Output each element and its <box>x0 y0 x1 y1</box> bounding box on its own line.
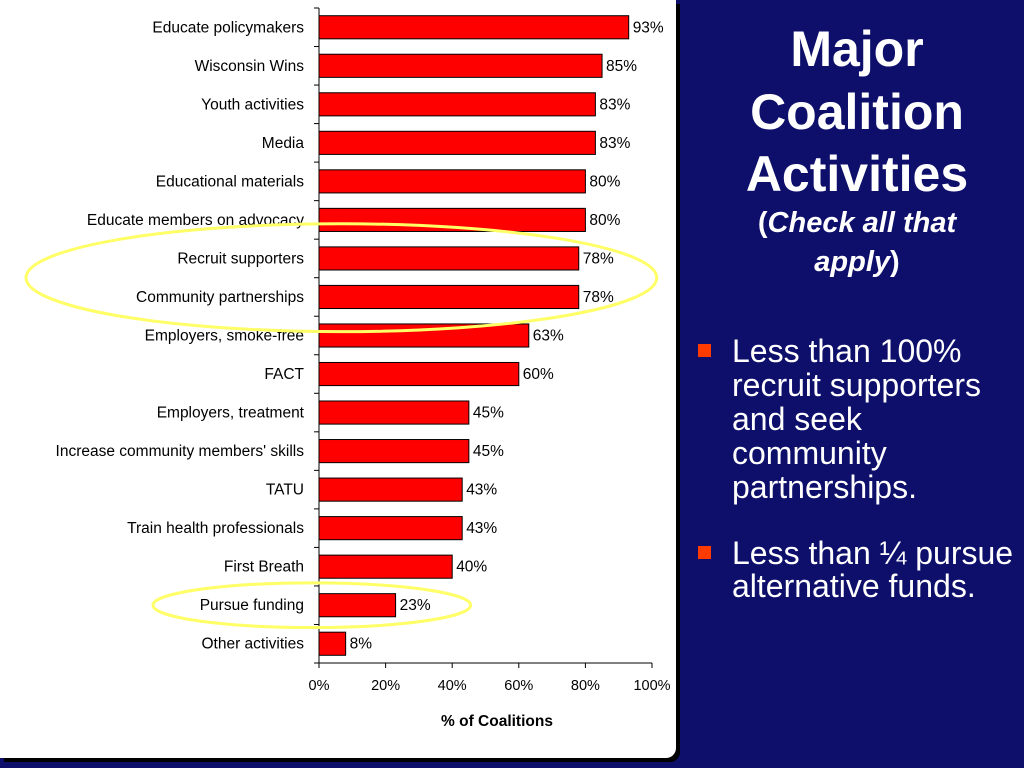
category-label: Community partnerships <box>136 289 304 306</box>
subtitle-open-paren: ( <box>757 206 768 239</box>
data-label: 83% <box>599 96 630 113</box>
bullet-text: Less than 100% recruit supporters and se… <box>732 333 981 505</box>
data-label: 23% <box>400 597 431 614</box>
data-label: 60% <box>523 366 554 383</box>
x-tick-label: 40% <box>438 678 467 694</box>
bar <box>318 323 530 348</box>
category-label: Wisconsin Wins <box>195 58 305 75</box>
bar <box>318 92 596 117</box>
category-label: Youth activities <box>201 96 304 113</box>
bar <box>318 130 596 155</box>
bar <box>318 631 347 656</box>
subtitle-text-1: Check all that <box>767 206 957 239</box>
data-label: 80% <box>589 212 620 229</box>
bar <box>318 15 630 40</box>
title-line-3: Activities <box>745 146 969 202</box>
square-bullet-icon <box>698 344 711 357</box>
data-label: 45% <box>473 443 504 460</box>
bar <box>318 361 520 387</box>
bar <box>318 400 470 425</box>
square-bullet-icon <box>698 545 711 559</box>
data-label: 63% <box>533 328 564 345</box>
category-label: Employers, treatment <box>157 405 305 422</box>
bullet-item: Less than 100% recruit supporters and se… <box>694 333 1020 505</box>
title-line-2: Coalition <box>750 83 964 140</box>
category-label: Other activities <box>201 636 304 653</box>
subtitle-text-2: apply <box>814 245 891 278</box>
bullet-text: Less than ¼ pursue alternative funds. <box>732 534 1014 605</box>
data-label: 45% <box>473 405 504 422</box>
bar <box>318 477 463 502</box>
data-label: 43% <box>466 520 497 537</box>
data-label: 78% <box>583 250 614 267</box>
highlight-ellipse <box>24 222 659 334</box>
data-label: 83% <box>599 135 630 152</box>
title-subtitle: (Check all that apply) <box>690 204 1024 282</box>
category-label: Employers, smoke-free <box>145 328 304 345</box>
data-label: 78% <box>583 289 614 306</box>
data-label: 80% <box>589 173 620 190</box>
x-tick-label: 100% <box>633 678 670 694</box>
bar <box>318 169 586 194</box>
data-label: 85% <box>606 58 637 75</box>
x-tick-label: 0% <box>309 678 330 694</box>
category-label: Media <box>262 135 305 152</box>
bar <box>318 246 580 271</box>
chart-panel: Educate policymakers 93% Wisconsin Wins 85%… <box>0 0 676 758</box>
bar <box>318 439 470 464</box>
slide-title: Major Coalition Activities (Check all th… <box>690 18 1024 282</box>
category-label: First Breath <box>224 559 304 576</box>
bar <box>318 516 463 541</box>
title-line-1: Major <box>790 21 924 77</box>
category-label: Educate policymakers <box>152 19 304 36</box>
title-main: Major Coalition Activities <box>690 18 1024 206</box>
data-label: 93% <box>633 19 664 36</box>
data-label: 40% <box>456 559 487 576</box>
bar <box>318 593 397 618</box>
bar <box>318 554 453 579</box>
x-tick-label: 60% <box>504 678 533 694</box>
category-label: Train health professionals <box>127 520 304 537</box>
category-label: Recruit supporters <box>177 250 304 267</box>
x-axis-title: % of Coalitions <box>441 713 553 730</box>
bullet-list: Less than 100% recruit supporters and se… <box>694 333 1020 636</box>
category-label: FACT <box>264 366 304 383</box>
category-label: Educational materials <box>156 173 304 190</box>
x-tick-label: 20% <box>371 678 400 694</box>
category-label: Increase community members' skills <box>56 443 305 460</box>
category-label: TATU <box>266 482 304 499</box>
highlight-ellipse <box>151 581 473 630</box>
data-label: 43% <box>466 482 497 499</box>
data-label: 8% <box>350 636 373 653</box>
bar <box>318 53 603 78</box>
bar <box>318 284 580 310</box>
bullet-item: Less than ¼ pursue alternative funds. <box>694 534 1020 605</box>
bar-chart: Educate policymakers 93% Wisconsin Wins 85%… <box>24 7 671 730</box>
category-label: Pursue funding <box>200 597 304 614</box>
subtitle-close-paren: ) <box>890 245 900 278</box>
x-tick-label: 80% <box>571 678 600 694</box>
